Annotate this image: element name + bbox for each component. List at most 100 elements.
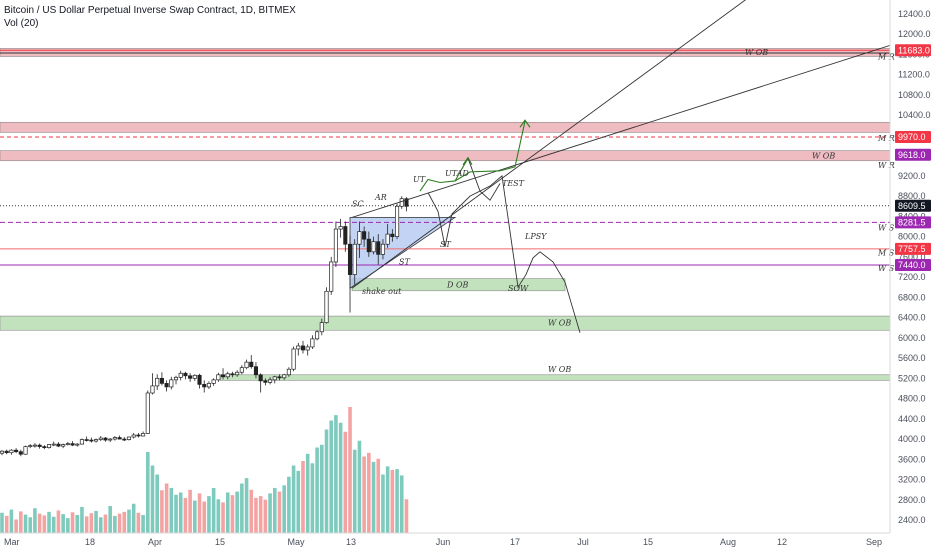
trendline-steep[interactable] <box>351 0 748 289</box>
label-m-s: M S <box>877 248 895 257</box>
volume-bar <box>136 512 141 533</box>
arrow-head-green-2 <box>519 119 531 128</box>
volume-bar <box>343 431 348 533</box>
price-tick-label: 3600.0 <box>898 454 926 464</box>
candle <box>9 449 14 454</box>
price-tick-label: 4800.0 <box>898 394 926 404</box>
volume-bar <box>235 491 239 533</box>
w-ob-red-zone-9600[interactable] <box>0 150 891 162</box>
candle <box>46 444 52 448</box>
candle <box>145 392 150 434</box>
w-ob-green-zone-6300[interactable] <box>0 315 891 331</box>
candle <box>220 374 226 378</box>
candle <box>173 376 179 381</box>
volume-bar <box>216 499 221 533</box>
volume-bar <box>249 489 254 533</box>
levels-layer <box>0 49 890 266</box>
candle <box>32 444 37 447</box>
candle <box>352 243 357 275</box>
trendline-upper[interactable] <box>351 44 891 218</box>
price-tag[interactable] <box>895 199 931 212</box>
label-m-r-1: M R <box>877 53 895 62</box>
time-tick-label: 13 <box>346 537 356 547</box>
volume-bar <box>178 492 183 533</box>
volume-bar <box>113 515 117 533</box>
volume-bar <box>334 415 338 533</box>
volume-bar <box>301 461 305 533</box>
label-d-ob: D OB <box>446 281 469 290</box>
projection-path-distribution[interactable] <box>427 175 581 333</box>
volume-bar <box>61 514 65 533</box>
volume-bar <box>399 475 404 533</box>
candle <box>272 376 277 381</box>
volume-bar <box>70 512 75 533</box>
candle <box>390 233 395 237</box>
candle <box>333 228 338 263</box>
price-tick-label: 6800.0 <box>898 292 926 302</box>
label-w-r: W R <box>878 161 895 170</box>
candle <box>94 439 99 442</box>
candle <box>329 261 334 292</box>
price-tick-label: 5600.0 <box>898 353 926 363</box>
volume-bar <box>150 465 155 533</box>
candle <box>23 446 28 455</box>
volume-bar <box>122 511 127 533</box>
candle <box>51 443 56 446</box>
candle <box>75 443 80 446</box>
label-w-s-1: W S <box>878 224 895 233</box>
candle <box>362 231 367 240</box>
candlesticks <box>0 196 409 457</box>
volume-bar <box>287 476 291 533</box>
candle <box>357 231 362 245</box>
candle <box>164 383 169 388</box>
candle <box>14 449 19 453</box>
volume-bar <box>272 488 277 533</box>
chart-title: Bitcoin / US Dollar Perpetual Inverse Sw… <box>4 5 296 16</box>
candle <box>300 345 306 351</box>
price-tag[interactable] <box>895 44 931 57</box>
volume-bar <box>263 499 268 533</box>
zones-layer <box>0 48 891 381</box>
candle <box>305 346 310 351</box>
volume-bar <box>169 488 174 533</box>
candle <box>122 438 127 441</box>
candle <box>371 241 376 253</box>
time-tick-label: 12 <box>777 537 787 547</box>
volume-bar <box>141 515 145 533</box>
volume-indicator-label[interactable]: Vol (20) <box>4 18 39 29</box>
time-tick-label: Jul <box>577 537 589 547</box>
volume-bar <box>193 500 197 533</box>
volume-bar <box>19 511 23 533</box>
projection-path-green-2[interactable] <box>454 121 526 182</box>
volume-bar <box>42 515 47 533</box>
price-tag[interactable] <box>895 148 931 161</box>
candle <box>338 226 343 230</box>
candle <box>42 446 47 448</box>
volume-bar <box>155 474 159 533</box>
price-tag[interactable] <box>895 130 931 143</box>
price-tag[interactable] <box>895 258 931 271</box>
candle <box>366 238 371 253</box>
price-tag[interactable] <box>895 242 931 255</box>
candle <box>324 290 329 324</box>
candle <box>70 443 75 446</box>
projection-path-green-1[interactable] <box>419 157 469 192</box>
label-w-ob-5200: W OB <box>548 365 571 374</box>
projection-path-utad[interactable] <box>467 158 501 201</box>
price-tick-label: 4000.0 <box>898 434 926 444</box>
candle <box>235 371 240 376</box>
red-zone-10000[interactable] <box>0 121 891 133</box>
candle <box>258 374 263 382</box>
label-w-ob-6300: W OB <box>548 319 571 328</box>
price-tag[interactable] <box>895 216 931 229</box>
candle <box>28 445 33 447</box>
label-shake-out: shake out <box>362 287 402 296</box>
candle <box>4 450 9 454</box>
w-ob-green-zone-5200[interactable] <box>219 374 891 381</box>
candle <box>103 437 108 441</box>
candle <box>268 379 273 383</box>
volume-bar <box>14 519 18 533</box>
candle <box>150 385 155 394</box>
candle <box>253 366 259 376</box>
